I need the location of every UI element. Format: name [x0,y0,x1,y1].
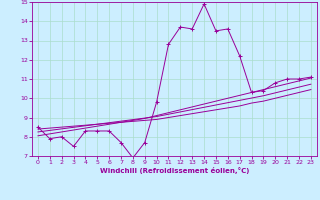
X-axis label: Windchill (Refroidissement éolien,°C): Windchill (Refroidissement éolien,°C) [100,167,249,174]
